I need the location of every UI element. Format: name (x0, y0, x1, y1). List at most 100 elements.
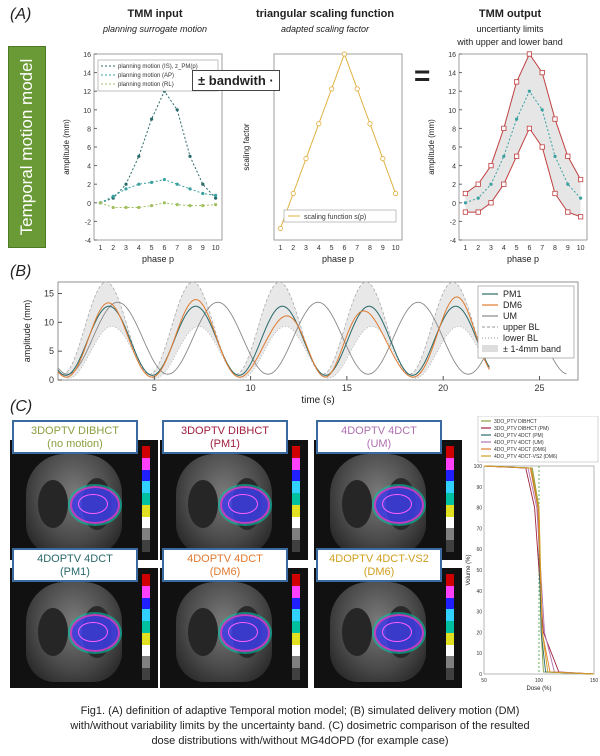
data-point (162, 201, 166, 205)
y-axis-label: scaling factor (242, 123, 251, 170)
dose-panel-motion: (no motion) (47, 438, 103, 450)
temporal-motion-model-box: Temporal motion model (8, 46, 46, 248)
ptv-contour (382, 622, 412, 642)
data-point (539, 144, 545, 150)
tmm-output-title: TMM output (478, 8, 542, 20)
colorbar-segment (142, 457, 150, 470)
data-point (488, 163, 494, 169)
colorbar-segment (292, 504, 300, 517)
dose-panel-title: 4DOPTV 4DCT (PM1) (12, 548, 138, 582)
y-tick-label: 12 (83, 89, 91, 96)
x-axis-label: Dose (%) (526, 686, 551, 692)
colorbar-segment (292, 469, 300, 482)
dose-colorbar (292, 574, 300, 681)
y-tick-label: 60 (476, 547, 482, 553)
colorbar-segment (142, 597, 150, 610)
colorbar-segment (142, 493, 150, 505)
legend-label: ± 1-4mm band (503, 344, 561, 354)
x-axis-label: time (s) (301, 395, 334, 406)
data-point (566, 182, 570, 186)
data-point (150, 180, 154, 184)
x-tick-label: 15 (342, 383, 352, 393)
x-tick-label: 3 (304, 245, 308, 252)
data-point (577, 176, 584, 183)
data-point (137, 154, 141, 158)
series-line (100, 179, 216, 204)
dose-panel-plan: 4DOPTV 4DCT (37, 553, 113, 565)
y-tick-label: 6 (452, 145, 456, 152)
colorbar-segment (142, 446, 150, 458)
dose-panel-motion: (DM6) (363, 566, 395, 578)
dose-panel-plan: 4DOPTV 4DCT (187, 553, 263, 565)
data-point (540, 108, 544, 112)
y-tick-label: 0 (87, 201, 91, 208)
colorbar-segment (446, 493, 454, 505)
data-point (303, 156, 309, 162)
caption-line-1: Fig1. (A) definition of adaptive Tempora… (80, 705, 520, 717)
colorbar-segment (142, 644, 150, 657)
uncertainty-band (58, 282, 490, 379)
x-tick-label: 3 (124, 245, 128, 252)
colorbar-segment (142, 574, 150, 586)
x-tick-label: 6 (162, 245, 166, 252)
dose-colorbar (292, 446, 300, 553)
data-point (175, 108, 179, 112)
y-tick-label: 80 (476, 506, 482, 512)
dose-panel-plan: 3DOPTV DIBHCT (30, 425, 119, 437)
temporal-motion-model-label: Temporal motion model (17, 58, 36, 236)
x-tick-label: 10 (212, 245, 220, 252)
dose-panel-plan: 4DOPTV 4DCT-VS2 (329, 553, 429, 565)
data-point (565, 209, 571, 215)
colorbar-segment (142, 668, 150, 681)
legend-box (477, 416, 599, 463)
lower-bl-line (57, 325, 490, 379)
x-tick-label: 4 (137, 245, 141, 252)
delivery-motion-chart: 0 5 10 15 5 10 15 20 25 time (s) amplitude (mm) PM1… (22, 281, 579, 406)
series-line (100, 90, 216, 204)
ptv-contour (78, 622, 108, 642)
y-tick-label: 8 (452, 126, 456, 133)
x-tick-label: 4 (502, 245, 506, 252)
data-point (277, 225, 284, 231)
dose-colorbar (142, 574, 150, 681)
data-point (526, 125, 532, 131)
y-tick-label: 30 (476, 610, 482, 616)
colorbar-segment (292, 493, 300, 505)
y-tick-label: 2 (452, 182, 456, 189)
series-line (279, 52, 397, 229)
legend-swatch (482, 345, 498, 352)
dose-image (160, 568, 308, 688)
dose-panel-plan: 4DOPTV 4DCT (341, 425, 417, 437)
tmm-output-subtitle-1: uncertianty limits (476, 24, 544, 34)
dose-panel-title: 4DOPTV 4DCT (UM) (316, 420, 442, 454)
dose-panel-title: 3DOPTV DIBHCT (PM1) (162, 420, 288, 454)
data-point (188, 187, 192, 191)
x-tick-label: 5 (150, 245, 154, 252)
series-line (465, 52, 582, 194)
dm6-line (57, 296, 490, 378)
x-tick-label: 9 (381, 245, 385, 252)
colorbar-segment (142, 621, 150, 633)
legend-label: 3DO_PTV DIBHCT (PM) (494, 426, 549, 432)
panel-b-label: (B) (10, 263, 32, 280)
data-point (137, 182, 141, 186)
data-point (515, 117, 519, 121)
x-tick-label: 9 (201, 245, 205, 252)
data-point (539, 69, 545, 76)
data-point (489, 182, 493, 186)
x-tick-label: 6 (527, 245, 531, 252)
x-tick-label: 5 (330, 245, 334, 252)
colorbar-segment (446, 597, 454, 610)
legend-label: upper BL (503, 322, 540, 332)
dose-colorbar (142, 446, 150, 553)
ct-lung-left (342, 480, 372, 528)
colorbar-segment (446, 469, 454, 482)
colorbar-segment (446, 621, 454, 633)
data-point (462, 209, 469, 215)
x-tick-label: 100 (535, 678, 544, 684)
data-point (476, 196, 480, 200)
y-tick-label: 8 (87, 126, 91, 133)
y-tick-label: 0 (452, 201, 456, 208)
data-point (527, 89, 531, 93)
x-tick-label: 3 (489, 245, 493, 252)
